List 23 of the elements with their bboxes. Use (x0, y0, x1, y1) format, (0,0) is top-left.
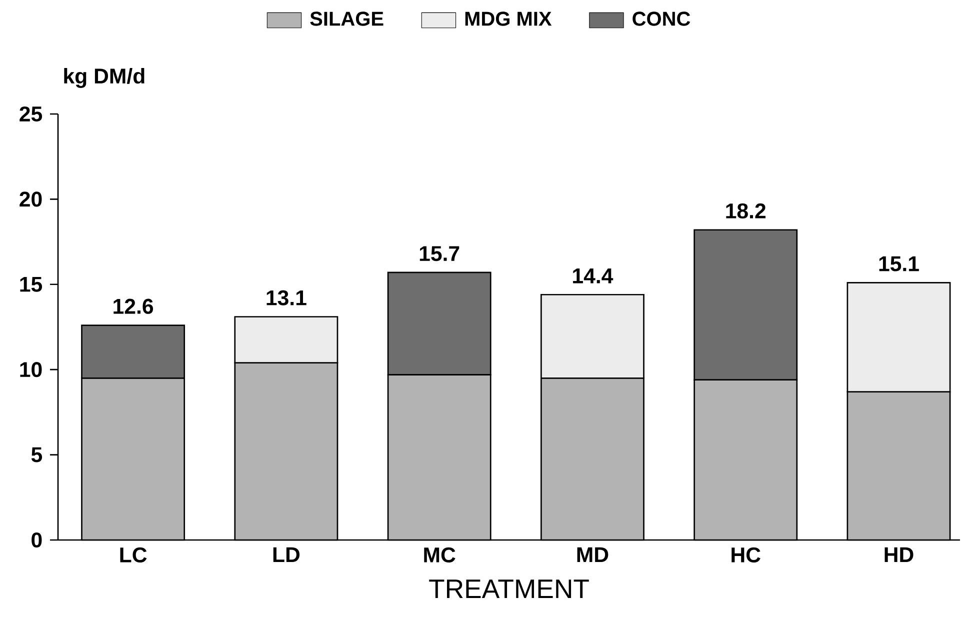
total-label: 13.1 (266, 290, 306, 306)
x-tick-label: HC (732, 547, 760, 562)
x-axis-title: TREATMENT (429, 580, 589, 598)
y-tick-label: 25 (20, 106, 42, 122)
total-label: 12.6 (114, 298, 154, 314)
legend-label: MDG MIX (465, 12, 552, 26)
x-tick-label: LD (273, 547, 300, 562)
y-tick-label: 10 (20, 362, 42, 378)
x-tick-label: HD (884, 547, 914, 562)
total-label: 15.7 (420, 246, 460, 262)
y-tick-label: 0 (32, 532, 42, 548)
legend-label: SILAGE (310, 12, 384, 26)
x-tick-label: MD (577, 547, 608, 562)
y-axis-title: kg DM/d (64, 68, 144, 88)
x-tick-label: MC (424, 547, 456, 562)
y-tick-label: 5 (31, 447, 42, 462)
total-label: 18.2 (726, 203, 766, 218)
x-tick-label: LC (120, 547, 147, 562)
total-label: 15.1 (879, 256, 919, 272)
y-tick-label: 15 (20, 276, 42, 292)
y-tick-label: 20 (20, 192, 42, 207)
total-label: 14.4 (573, 268, 614, 284)
legend-label: CONC (632, 12, 690, 26)
